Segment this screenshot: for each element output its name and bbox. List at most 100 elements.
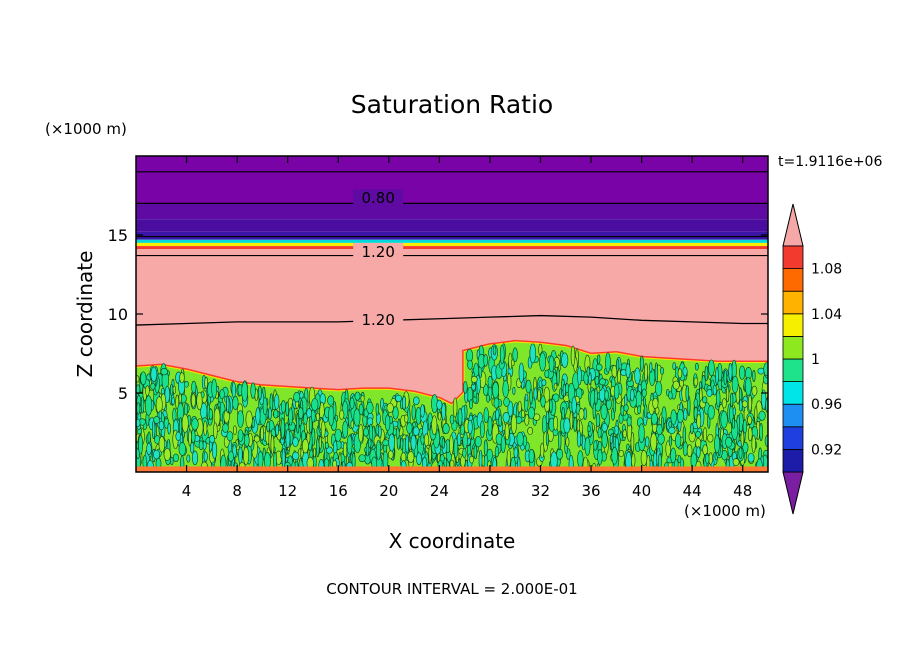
- cloud-cell: [171, 397, 175, 405]
- cloud-cell: [186, 454, 191, 463]
- cloud-cell: [668, 391, 673, 400]
- cloud-cell: [473, 445, 478, 460]
- cloud-cell: [152, 420, 156, 440]
- cloud-cell: [178, 442, 186, 456]
- contour-line-1-20-lower: [136, 314, 768, 326]
- cloud-cell: [670, 409, 677, 425]
- contour-interval-footer: CONTOUR INTERVAL = 2.000E-01: [326, 580, 577, 598]
- cloud-cell: [495, 408, 500, 421]
- cloud-cell: [630, 432, 635, 452]
- cloud-cell: [516, 431, 524, 447]
- cloud-cell: [715, 366, 719, 386]
- cloud-cell: [354, 391, 361, 401]
- colorbar-label: 1: [811, 352, 820, 368]
- cloud-cell: [504, 422, 510, 441]
- cloud-cell: [611, 446, 618, 465]
- cloud-cell: [298, 407, 304, 420]
- contour-lines: [136, 171, 768, 326]
- cloud-cell: [492, 381, 500, 399]
- cloud-cell: [222, 423, 229, 433]
- cloud-cell: [226, 395, 230, 413]
- cloud-cell: [266, 421, 270, 433]
- cloud-cell: [384, 414, 391, 432]
- cloud-cell: [353, 408, 361, 427]
- cloud-cell: [395, 427, 400, 440]
- cloud-cell: [601, 423, 608, 432]
- cloud-cell: [136, 375, 140, 383]
- cloud-cell: [392, 406, 399, 420]
- contour-label-bg: [353, 242, 404, 259]
- cloud-cell: [682, 426, 686, 444]
- cloud-cell: [696, 413, 702, 429]
- cloud-cell: [275, 424, 280, 436]
- cloud-cell: [595, 363, 603, 372]
- cloud-cell: [192, 450, 199, 466]
- cloud-cell: [561, 407, 565, 420]
- cloud-cell: [203, 451, 208, 462]
- cloud-cell: [561, 352, 569, 368]
- cloud-cell: [327, 395, 335, 406]
- cloud-cell: [587, 425, 591, 433]
- cloud-cell: [683, 407, 688, 421]
- field-band-0: [136, 156, 768, 204]
- cloud-cell: [313, 447, 317, 458]
- cloud-cell: [270, 435, 275, 455]
- colorbar-over: [782, 203, 804, 247]
- cloud-cell: [190, 429, 196, 444]
- cloud-cell: [191, 393, 196, 408]
- cloud-cell: [155, 396, 163, 414]
- cloud-cell: [553, 382, 558, 390]
- cloud-cell: [682, 441, 688, 457]
- cloud-cell: [280, 418, 285, 439]
- cloud-cell: [386, 402, 394, 413]
- cloud-cell: [160, 367, 168, 376]
- cloud-cell: [158, 410, 162, 419]
- cloud-cell: [400, 452, 407, 462]
- contour-label: 1.20: [361, 311, 394, 329]
- cloud-cell: [253, 435, 260, 443]
- cloud-cell: [404, 414, 409, 423]
- cloud-cell: [416, 452, 422, 466]
- cloud-cell: [257, 385, 262, 401]
- cloud-cell: [320, 420, 326, 439]
- cloud-cell: [577, 450, 584, 468]
- cloud-cell: [652, 397, 659, 409]
- cloud-cell: [599, 378, 606, 386]
- cloud-cell: [706, 388, 713, 398]
- cloud-cell: [280, 400, 286, 414]
- cloud-cell: [191, 380, 197, 394]
- cloud-cell: [506, 449, 512, 468]
- cloud-cell: [420, 404, 425, 418]
- colorbar: 1.08 1.04 1 0.96 0.92: [782, 203, 842, 515]
- colorbar-label: 1.04: [811, 307, 842, 323]
- cloud-cell: [512, 347, 518, 363]
- cloud-cell: [460, 424, 465, 436]
- cloud-cell: [650, 432, 658, 452]
- cloud-cell: [366, 401, 374, 414]
- cloud-cell: [510, 414, 517, 434]
- cloud-cell: [529, 388, 533, 405]
- cloud-cell: [747, 415, 753, 425]
- cloud-cell: [323, 458, 330, 468]
- cloud-cell: [208, 408, 213, 420]
- x-tick-label: 28: [480, 482, 499, 500]
- cloud-cell: [150, 382, 156, 390]
- cloud-cell: [211, 441, 218, 459]
- cloud-cell: [521, 409, 526, 419]
- cloud-cell: [452, 397, 458, 418]
- cloud-cell: [486, 394, 490, 403]
- cloud-cell: [487, 416, 493, 436]
- cloud-cell: [255, 407, 261, 425]
- cloud-cell: [226, 431, 234, 442]
- cloud-cell: [179, 372, 185, 384]
- contour-label-bg: [353, 189, 404, 206]
- cloud-cell: [705, 453, 710, 464]
- cloud-cell: [654, 362, 659, 383]
- cloud-cell: [594, 375, 600, 385]
- cloud-cell: [203, 420, 208, 436]
- cloud-cell: [257, 451, 264, 469]
- cloud-cell: [553, 415, 559, 431]
- cloud-cell: [387, 450, 394, 460]
- cloud-cell: [677, 368, 683, 379]
- contour-label-bg: [353, 310, 404, 327]
